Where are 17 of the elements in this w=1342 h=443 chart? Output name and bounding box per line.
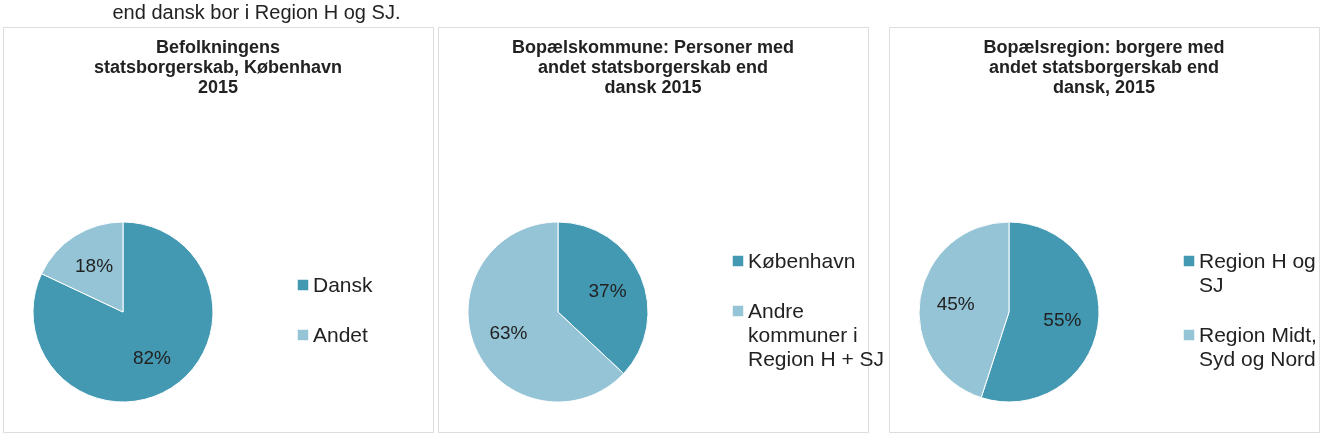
legend-label: København	[748, 249, 856, 272]
legend-label: Region Midt, Syd og Nord	[1199, 323, 1317, 370]
data-label: 45%	[936, 292, 975, 314]
text: end dansk bor i Region H og SJ.	[112, 0, 401, 23]
chart-title: Bopælskommune: Personer med andet statsborgerskab end dansk 2015	[511, 37, 795, 97]
legend-label: Andet	[313, 323, 369, 346]
pie-slice	[32, 221, 214, 403]
chart-title: Bopælsregion: borgere med andet statsborgerskab end dansk, 2015	[983, 37, 1225, 97]
chart-title: Befolkningens statsborgerskab, København 2015	[93, 37, 343, 97]
data-label: 63%	[489, 322, 528, 344]
data-label: 37%	[588, 279, 627, 301]
data-label: 82%	[132, 346, 172, 368]
legend-label: Andre kommuner i Region H + SJ	[748, 299, 884, 370]
legend-label: Dansk	[313, 273, 374, 296]
data-label: 55%	[1043, 309, 1082, 331]
legend-label: Region H og SJ	[1199, 249, 1316, 296]
data-label: 18%	[75, 255, 114, 277]
